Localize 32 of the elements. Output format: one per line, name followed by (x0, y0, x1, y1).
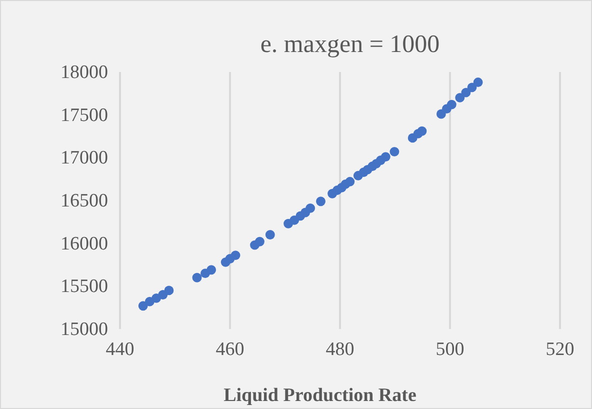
chart-title: e. maxgen = 1000 (260, 31, 440, 58)
point (455, 92, 465, 102)
point (230, 250, 240, 260)
y-tick-label: 17500 (60, 104, 108, 126)
y-tick-label: 18000 (60, 62, 108, 83)
point (265, 230, 275, 240)
point (138, 301, 148, 311)
y-tick-label: 15000 (60, 319, 108, 340)
point (316, 196, 326, 206)
point (164, 286, 174, 296)
x-tick-label: 520 (546, 339, 574, 360)
y-tick-label: 16500 (60, 190, 108, 212)
x-tick-label: 500 (436, 339, 464, 360)
point (306, 204, 316, 213)
point (380, 152, 390, 162)
point (206, 265, 216, 275)
x-tick-label: 480 (326, 339, 354, 360)
y-tick-label: 17000 (60, 148, 108, 169)
point (254, 236, 264, 246)
point (192, 272, 202, 282)
x-tick-label: 440 (106, 339, 134, 360)
point (461, 88, 471, 98)
point (345, 176, 355, 186)
x-tick-label: 460 (216, 339, 244, 360)
y-tick-label: 15500 (60, 276, 108, 298)
point (473, 78, 483, 87)
point (417, 126, 427, 136)
point (390, 146, 400, 156)
y-tick-label: 16000 (60, 233, 108, 254)
point (467, 82, 477, 92)
x-axis-title: Liquid Production Rate (224, 385, 416, 406)
point (446, 100, 456, 110)
